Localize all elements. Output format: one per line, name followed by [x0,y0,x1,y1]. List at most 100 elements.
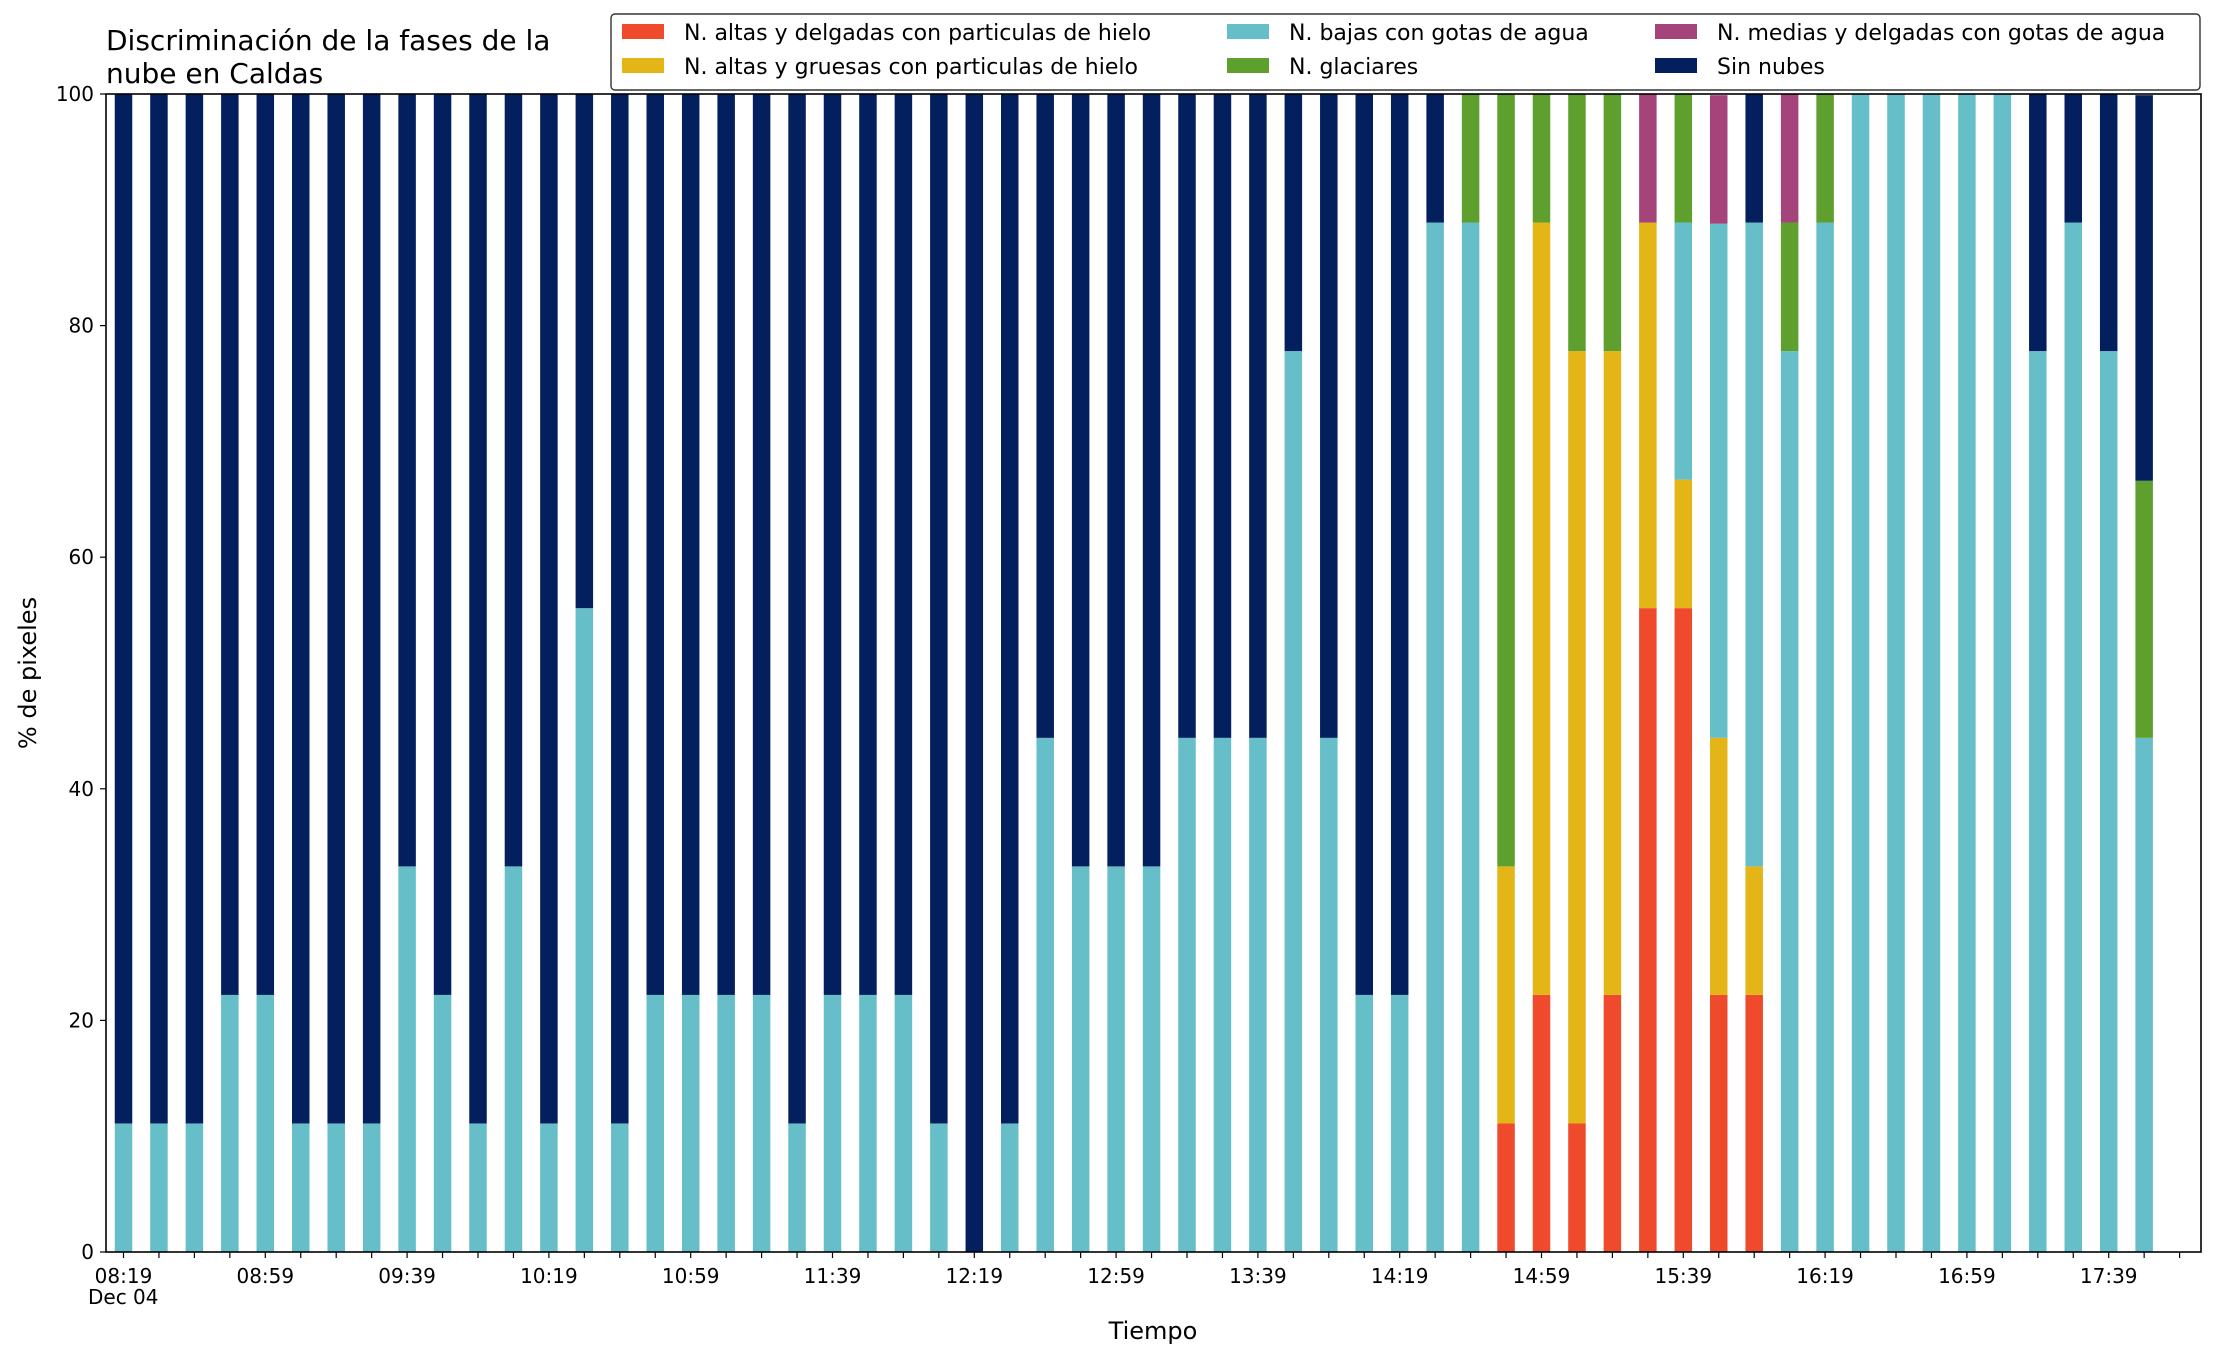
x-tick-label: 13:39 [1229,1264,1287,1288]
bars-layer [114,94,2153,1253]
bar-segment [1071,94,1090,867]
bar-segment [1426,94,1444,223]
bar-segment [717,94,735,995]
bar-segment [611,94,629,1124]
bar-segment [752,94,771,995]
bar-segment [575,94,594,609]
x-tick-label: 17:39 [2080,1264,2138,1288]
bar-segment [1213,94,1232,738]
x-date-label: Dec 04 [88,1285,159,1309]
x-tick-label: 12:59 [1087,1264,1145,1288]
bar-segment [1355,94,1373,995]
bar-segment [2029,94,2047,352]
bar-segment [150,94,168,1124]
bar-segment [1497,866,1515,1124]
bar-segment [894,994,913,1252]
y-tick-label: 40 [69,777,94,801]
chart-title-line-2: nube en Caldas [106,57,323,90]
bar-segment [540,94,558,1124]
bar-segment [1851,94,1870,1252]
bar-segment [221,94,239,995]
bar-segment [1355,994,1373,1252]
bar-segment [1532,94,1551,223]
bar-segment [1780,351,1799,1253]
x-tick-label: 08:59 [236,1264,294,1288]
bar-segment [2135,480,2153,738]
bar-segment [469,1123,487,1252]
bar-segment [150,1123,168,1252]
bar-segment [1320,94,1338,738]
bar-segment [1426,222,1444,1252]
bar-segment [859,94,877,995]
bar-segment [114,94,133,1124]
bar-segment [823,994,842,1252]
bar-segment [1497,1123,1515,1252]
bar-segment [2064,222,2082,1252]
bar-segment [2135,95,2153,481]
bar-segment [185,94,204,1124]
bar-segment [1922,94,1941,1252]
bar-segment [1780,94,1799,223]
bar-segment [469,94,487,1124]
legend-swatch [1227,24,1269,39]
bar-segment [1568,1123,1586,1252]
bar-segment [1603,94,1622,352]
bar-segment [1249,94,1267,738]
x-tick-label: 12:19 [945,1264,1003,1288]
bar-segment [717,994,735,1252]
bar-segment [752,994,771,1252]
bar-segment [433,994,452,1252]
bar-segment [362,94,381,1124]
legend-swatch [622,58,664,73]
bar-segment [327,94,345,1124]
bar-segment [1107,866,1125,1252]
bar-segment [1816,94,1834,223]
bar-segment [362,1123,381,1252]
bar-segment [1674,94,1693,223]
bar-segment [930,1123,948,1252]
bar-segment [1710,95,1728,224]
x-tick-label: 16:19 [1796,1264,1854,1288]
legend-label: N. medias y delgadas con gotas de agua [1717,21,2165,46]
bar-segment [1284,94,1303,352]
bar-segment [256,994,275,1252]
bar-segment [504,94,523,867]
legend-label: N. bajas con gotas de agua [1289,21,1589,46]
x-tick-label: 09:39 [378,1264,436,1288]
y-tick-label: 20 [69,1008,94,1032]
bar-segment [1036,94,1054,738]
bar-segment [1461,222,1480,1252]
bar-segment [1710,223,1728,738]
bar-segment [114,1123,133,1252]
bar-segment [1710,994,1728,1252]
bar-segment [646,94,664,995]
bar-segment [1993,94,2012,1252]
bar-segment [1001,94,1019,1124]
bar-segment [2099,351,2118,1253]
y-axis-label: % de pixeles [14,597,42,749]
bar-segment [433,94,452,995]
y-tick-label: 100 [56,82,94,106]
x-axis-ticks: 08:19 08:59 09:39 10:19 10:59 11:39 12:19 12:59… [95,1252,2181,1288]
bar-segment [1461,94,1480,223]
x-tick-label: 08:19 [95,1264,153,1288]
bar-segment [1497,94,1515,867]
legend-label: N. altas y delgadas con particulas de hi… [684,21,1151,46]
bar-segment [894,94,913,995]
bar-segment [1603,351,1622,995]
bar-segment [2099,94,2118,352]
legend-swatch [1227,58,1269,73]
legend-swatch [1655,24,1697,39]
bar-segment [1745,222,1763,867]
bar-segment [646,994,664,1252]
bar-segment [681,94,700,995]
bar-segment [788,94,806,1124]
bar-segment [1320,737,1338,1252]
x-tick-label: 10:59 [662,1264,720,1288]
bar-segment [1603,994,1622,1252]
bar-segment [292,94,310,1124]
bar-segment [1710,737,1728,995]
bar-segment [185,1123,204,1252]
bar-segment [681,994,700,1252]
